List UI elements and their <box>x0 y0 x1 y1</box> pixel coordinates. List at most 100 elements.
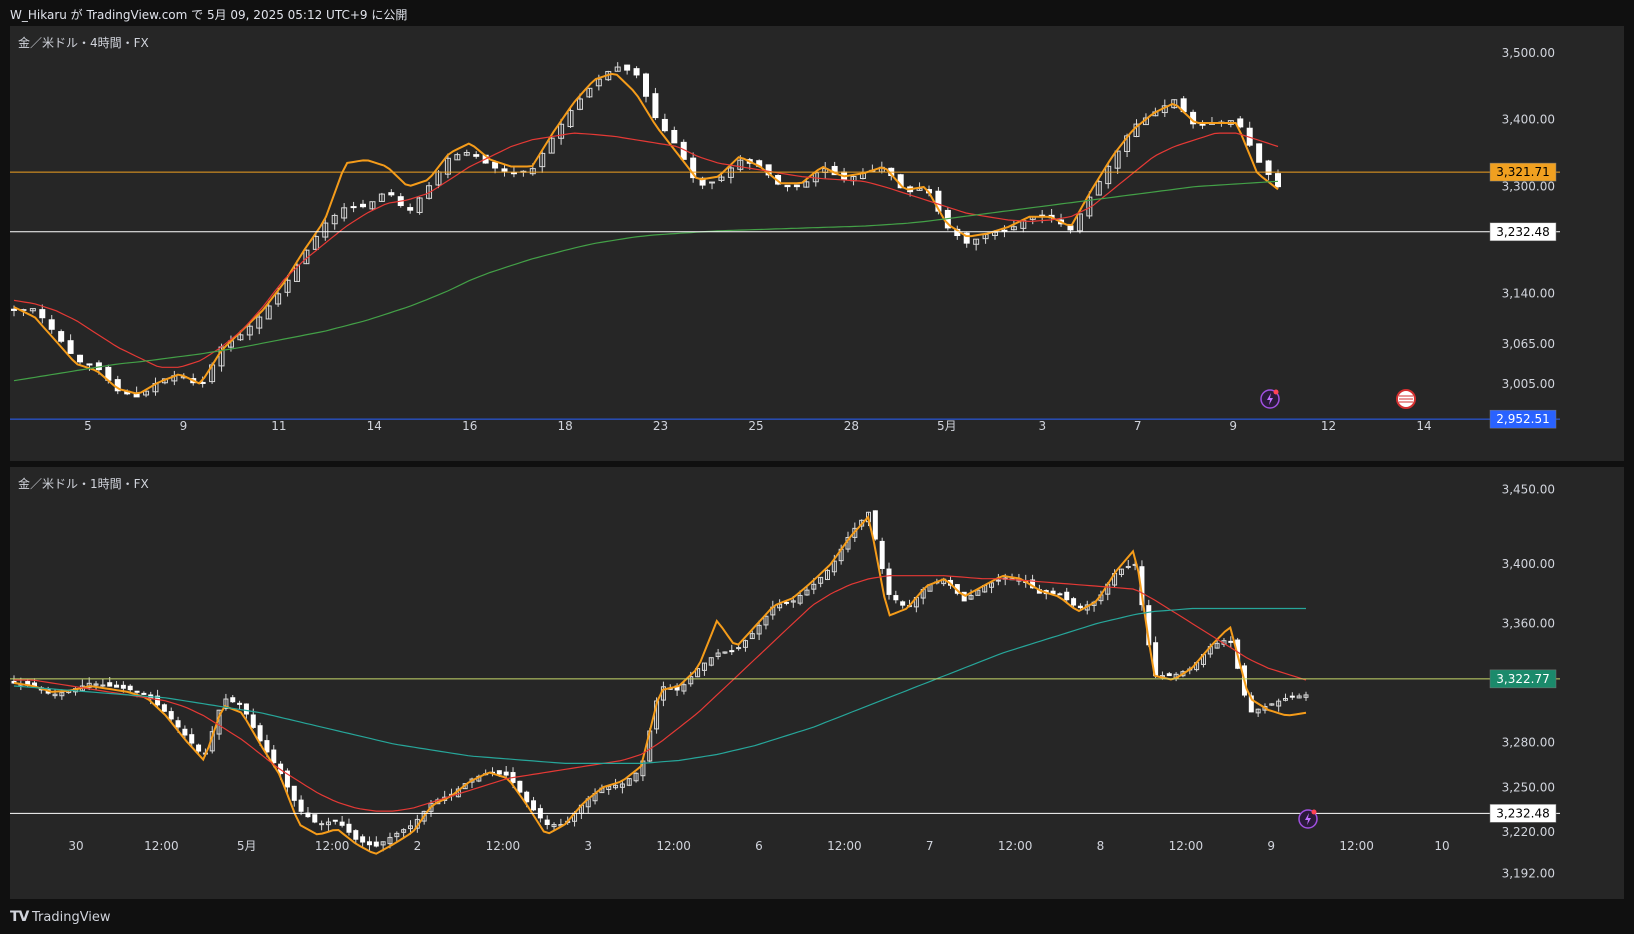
level-price-label: 3,232.48 <box>1496 225 1549 239</box>
candle-up <box>586 87 593 98</box>
candle-down <box>114 684 120 688</box>
x-tick-label: 9 <box>1267 839 1275 853</box>
candle-up <box>435 171 442 186</box>
candle-up <box>237 334 244 341</box>
x-tick-label: 14 <box>367 419 382 433</box>
candle-up <box>737 159 744 170</box>
candle-down <box>67 340 74 354</box>
candle-up <box>727 167 734 178</box>
candle-down <box>473 154 480 157</box>
candle-down <box>237 702 243 705</box>
candle-up <box>454 154 461 161</box>
x-tick-label: 5月 <box>937 419 957 433</box>
candle-down <box>501 168 508 172</box>
candle-down <box>353 830 359 840</box>
candle-down <box>900 601 906 606</box>
candle-up <box>790 600 796 603</box>
candle-down <box>161 704 167 712</box>
candle-up <box>736 647 742 650</box>
candle-up <box>407 825 413 830</box>
candle-up <box>322 222 329 238</box>
candle-down <box>346 823 352 833</box>
footer-brand: TradingView <box>32 910 111 925</box>
x-tick-label: 5 <box>84 419 92 433</box>
candle-up <box>1303 694 1309 698</box>
candle-down <box>86 363 93 366</box>
candle-up <box>576 98 583 110</box>
chart-title-1h: 金／米ドル・1時間・FX <box>18 477 149 491</box>
ma-line-2 <box>13 607 1306 764</box>
candle-down <box>257 725 263 742</box>
candle-up <box>463 152 470 156</box>
candle-up <box>369 201 376 210</box>
candle-up <box>718 176 725 181</box>
candle-down <box>963 232 970 244</box>
candle-up <box>1282 697 1288 701</box>
notification-dot <box>1273 389 1279 395</box>
candle-up <box>708 657 714 666</box>
candle-up <box>763 615 769 626</box>
candle-up <box>613 784 619 789</box>
candle-up <box>982 234 989 240</box>
candle-down <box>39 309 46 319</box>
candle-down <box>114 379 121 392</box>
candle-up <box>803 181 810 188</box>
candle-up <box>539 152 546 168</box>
level-price-box <box>1489 669 1557 689</box>
chart-panel-4h[interactable]: 5 9 11 14 16 18 23 25 28 5月 3 7 9 12 14 3,500.00 3,400.0… <box>10 26 1624 461</box>
lightning-glyph <box>1305 813 1311 825</box>
candle-up <box>992 231 999 236</box>
candle-up <box>626 778 632 786</box>
candle-down <box>388 192 395 196</box>
candle-down <box>690 157 697 179</box>
chart-title-4h: 金／米ドル・4時間・FX <box>18 36 149 50</box>
candle-up <box>1114 150 1121 169</box>
y-tick-label: 3,280.00 <box>1502 736 1555 750</box>
candle-up <box>312 235 319 250</box>
chart-1h-svg[interactable]: 30 12:00 5月 12:00 2 12:00 3 12:00 6 12:00 7 12:00 8 1… <box>10 467 1624 899</box>
candle-down <box>1265 160 1272 175</box>
candle-down <box>1077 605 1083 609</box>
y-tick-label: 3,065.00 <box>1502 337 1555 351</box>
y-tick-label: 3,220.00 <box>1502 825 1555 839</box>
candle-up <box>1269 703 1275 706</box>
chart-4h-svg[interactable]: 5 9 11 14 16 18 23 25 28 5月 3 7 9 12 14 3,500.00 3,400.0… <box>10 26 1624 461</box>
candle-up <box>284 279 291 293</box>
candle-up <box>551 824 557 828</box>
x-tick-label: 5月 <box>237 839 257 853</box>
candle-down <box>332 819 338 822</box>
candle-up <box>52 693 58 697</box>
candle-down <box>893 595 899 601</box>
candle-down <box>1166 673 1172 677</box>
candle-up <box>100 684 106 687</box>
y-tick-label: 3,400.00 <box>1502 113 1555 127</box>
candle-up <box>387 836 393 845</box>
candle-down <box>168 711 174 720</box>
y-tick-label: 3,360.00 <box>1502 616 1555 630</box>
x-tick-label: 9 <box>1229 419 1237 433</box>
x-tick-label: 7 <box>926 839 934 853</box>
candle-down <box>765 164 772 176</box>
candle-down <box>243 703 249 715</box>
candle-up <box>1105 165 1112 185</box>
candle-down <box>366 841 372 846</box>
candle-down <box>312 814 318 823</box>
notification-dot <box>1311 809 1317 815</box>
candle-up <box>595 78 602 87</box>
candle-up <box>325 821 331 826</box>
candle-down <box>1289 695 1295 698</box>
lightning-glyph <box>1267 393 1273 405</box>
candle-up <box>29 308 36 312</box>
candle-down <box>1237 118 1244 128</box>
candle-down <box>531 800 537 811</box>
chart-panel-1h[interactable]: 30 12:00 5月 12:00 2 12:00 3 12:00 6 12:00 7 12:00 8 1… <box>10 467 1624 899</box>
x-tick-label: 12:00 <box>315 839 350 853</box>
x-tick-label: 25 <box>748 419 763 433</box>
tradingview-logo-icon: TV <box>10 909 29 925</box>
x-tick-label: 3 <box>1038 419 1046 433</box>
y-tick-label: 3,450.00 <box>1502 482 1555 496</box>
tradingview-footer[interactable]: TV TradingView <box>10 908 310 930</box>
candle-up <box>633 772 639 782</box>
candle-down <box>155 695 161 706</box>
candle-up <box>1255 708 1261 714</box>
